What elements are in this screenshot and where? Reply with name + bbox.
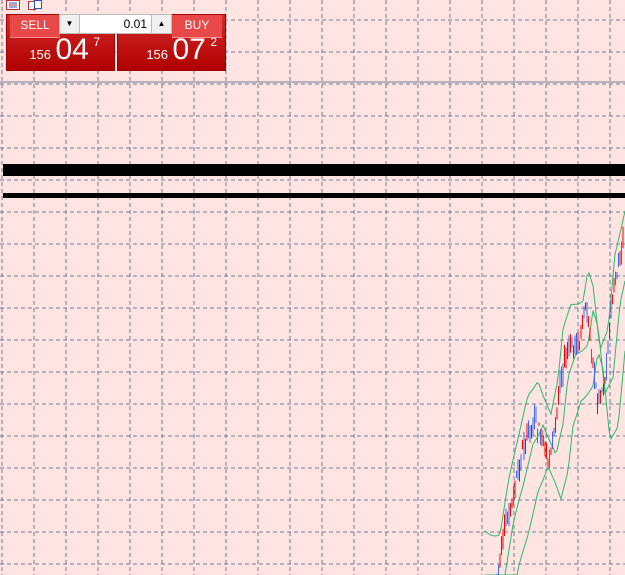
list-icon[interactable] bbox=[6, 0, 20, 10]
middle-band bbox=[485, 280, 625, 575]
buy-price-prefix: 156 bbox=[146, 47, 169, 62]
horizontal-line[interactable] bbox=[3, 193, 625, 198]
lot-size-stepper[interactable]: ▼ 0.01 ▲ bbox=[59, 14, 172, 34]
candles bbox=[496, 226, 624, 575]
buy-label: BUY bbox=[172, 15, 222, 38]
triangle-up-icon[interactable]: ▲ bbox=[151, 15, 171, 33]
sell-price-big: 04 bbox=[55, 33, 89, 66]
sell-price-sup: 7 bbox=[93, 35, 100, 49]
upper-band bbox=[484, 210, 625, 537]
sell-label: SELL bbox=[10, 15, 60, 38]
horizontal-line-thick[interactable] bbox=[3, 164, 625, 176]
bollinger-bands bbox=[484, 210, 625, 575]
lot-size-input[interactable]: 0.01 bbox=[123, 17, 147, 31]
triangle-down-icon[interactable]: ▼ bbox=[60, 15, 80, 33]
lower-band bbox=[485, 350, 625, 575]
sell-price-prefix: 156 bbox=[29, 47, 52, 62]
buy-price: 156 07 2 bbox=[146, 33, 217, 67]
buy-price-sup: 2 bbox=[210, 35, 217, 49]
sell-button[interactable]: SELL 156 04 7 bbox=[6, 14, 115, 71]
copy-icon[interactable] bbox=[28, 0, 42, 10]
buy-price-big: 07 bbox=[172, 33, 206, 66]
sell-price: 156 04 7 bbox=[29, 33, 100, 67]
